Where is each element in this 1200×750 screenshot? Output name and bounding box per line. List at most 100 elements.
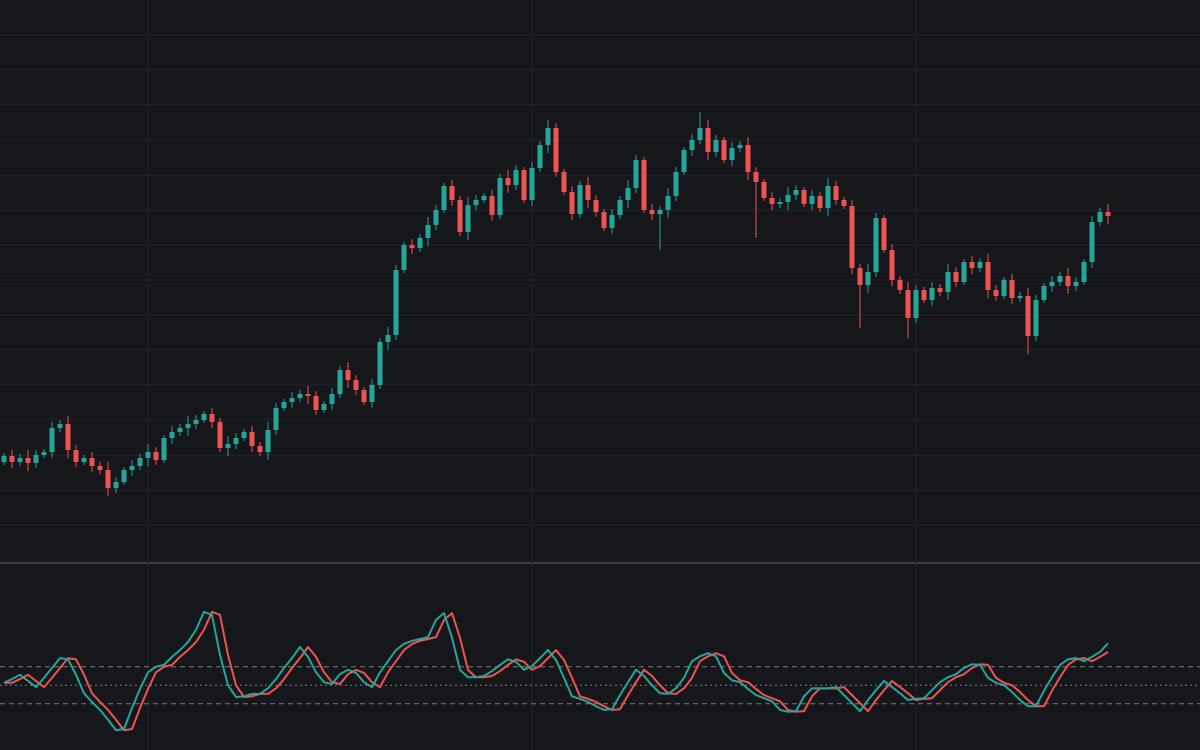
candle-body	[969, 262, 975, 268]
candle-body	[769, 198, 775, 204]
candle-body	[1025, 296, 1031, 336]
candle-body	[329, 394, 335, 404]
candle-body	[281, 402, 287, 408]
candle-body	[273, 408, 279, 430]
candle-body	[785, 195, 791, 202]
candle-body	[993, 290, 999, 296]
candle-body	[625, 188, 631, 200]
candle-body	[1065, 276, 1071, 286]
candle-body	[385, 335, 391, 342]
candle-body	[497, 178, 503, 215]
candle-body	[841, 200, 847, 206]
candle-body	[225, 444, 231, 448]
candle-body	[1081, 262, 1087, 282]
candle-body	[681, 150, 687, 172]
candle-body	[57, 424, 63, 428]
candle-body	[561, 172, 567, 192]
candle-body	[265, 430, 271, 452]
candle-body	[865, 272, 871, 285]
candle-body	[89, 458, 95, 466]
candle-body	[913, 290, 919, 318]
candle-body	[417, 238, 423, 248]
candle-body	[441, 186, 447, 210]
candle-body	[73, 450, 79, 462]
candle-body	[689, 140, 695, 150]
candle-body	[953, 272, 959, 282]
candle-body	[257, 446, 263, 452]
candle-body	[289, 398, 295, 402]
candle-body	[889, 250, 895, 280]
candle-body	[513, 170, 519, 185]
candle-body	[1017, 296, 1023, 298]
candle-body	[129, 466, 135, 470]
candle-body	[737, 145, 743, 148]
candle-body	[137, 458, 143, 466]
oscillator-line	[3, 610, 1109, 732]
candle-body	[465, 205, 471, 232]
candle-body	[1049, 282, 1055, 286]
candle-body	[569, 192, 575, 214]
candle-body	[793, 190, 799, 195]
candle-body	[17, 458, 23, 462]
candle-body	[425, 225, 431, 238]
candle-body	[825, 186, 831, 208]
candle-body	[977, 262, 983, 268]
candle-body	[241, 432, 247, 438]
candle-body	[193, 420, 199, 424]
candle-body	[297, 394, 303, 398]
candle-body	[481, 196, 487, 200]
candle-body	[113, 482, 119, 488]
candle-body	[713, 140, 719, 152]
candle-body	[705, 128, 711, 152]
candle-body	[353, 380, 359, 390]
candle-body	[833, 186, 839, 200]
candle-body	[305, 394, 311, 396]
candle-body	[897, 280, 903, 290]
candle-body	[937, 288, 943, 292]
candle-body	[585, 185, 591, 200]
candle-body	[849, 206, 855, 268]
candle-body	[1009, 280, 1015, 298]
candle-body	[873, 218, 879, 272]
candle-body	[665, 196, 671, 210]
candle-body	[369, 385, 375, 402]
candle-body	[553, 128, 559, 172]
candle-body	[185, 424, 191, 428]
candle-body	[9, 456, 15, 462]
candle-body	[761, 182, 767, 198]
candle-body	[105, 470, 111, 488]
candle-body	[209, 414, 215, 422]
candle-body	[777, 202, 783, 204]
candle-body	[177, 428, 183, 432]
candle-body	[65, 424, 71, 450]
candle-body	[145, 452, 151, 458]
candle-body	[641, 160, 647, 210]
candle-body	[905, 290, 911, 318]
candle-body	[881, 218, 887, 250]
candle-body	[1001, 280, 1007, 296]
candle-body	[505, 178, 511, 185]
candle-body	[1089, 222, 1095, 262]
candle-body	[161, 438, 167, 460]
candle-body	[929, 288, 935, 300]
candle-body	[1097, 212, 1103, 222]
candle-body	[401, 245, 407, 270]
candle-body	[609, 215, 615, 228]
candle-body	[121, 470, 127, 482]
candle-body	[753, 172, 759, 182]
candle-body	[41, 452, 47, 455]
candle-body	[721, 140, 727, 160]
candle-body	[1105, 212, 1111, 216]
candle-body	[81, 458, 87, 462]
candle-body	[545, 128, 551, 145]
candle-body	[1, 456, 7, 462]
candle-body	[921, 290, 927, 300]
candle-body	[409, 245, 415, 248]
candle-body	[697, 128, 703, 140]
candle-body	[25, 458, 31, 463]
candle-body	[169, 432, 175, 438]
candle-body	[449, 186, 455, 200]
candle-body	[321, 404, 327, 410]
candle-body	[817, 196, 823, 208]
